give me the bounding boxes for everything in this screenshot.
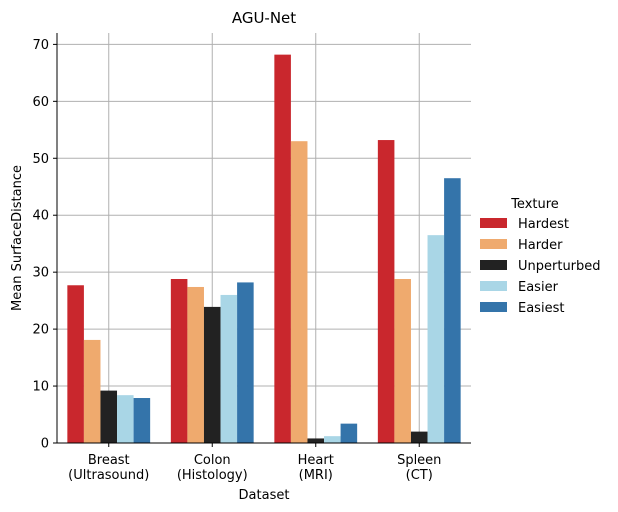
y-tick-label: 0 [41,437,49,452]
bar-unperturbed [410,431,428,443]
legend-swatch-hardest [480,218,507,228]
bar-harder [394,279,411,443]
x-tick-label: Breast [88,453,130,468]
legend-swatch-easiest [480,302,507,312]
bar-unperturbed [100,390,118,443]
y-tick-label: 60 [32,95,49,110]
y-tick-label: 20 [32,323,49,338]
legend-label: Easiest [518,301,564,316]
y-axis-label: Mean SurfaceDistance [10,165,25,311]
bar-easier [117,395,134,443]
x-tick-label: (MRI) [299,468,333,483]
bar-hardest [170,279,188,443]
bar-easiest [237,282,254,443]
bar-easiest [133,398,151,443]
y-tick-label: 40 [32,209,49,224]
bars [67,54,461,444]
bar-easier [324,436,341,443]
bar-hardest [274,54,291,444]
bar-easier [427,235,445,443]
y-tick-label: 70 [32,38,49,53]
x-tick-label: (Histology) [177,468,248,483]
bar-hardest [67,285,84,443]
legend-swatch-harder [480,239,507,249]
bar-hardest [377,140,395,444]
bar-unperturbed [203,306,221,443]
bar-easiest [444,178,461,444]
legend-label: Unperturbed [518,259,601,274]
bar-unperturbed [307,438,325,443]
y-ticks: 0 10 20 30 40 50 60 70 [32,38,57,452]
bar-harder [290,141,308,443]
bar-easiest [340,423,358,443]
bar-easier [220,294,238,443]
x-tick-label: (CT) [406,468,433,483]
chart-title: AGU-Net [232,9,296,27]
x-tick-label: (Ultrasound) [68,468,149,483]
x-axis-label: Dataset [239,488,290,503]
legend-swatch-unperturbed [480,260,507,270]
x-tick-label: Colon [194,453,231,468]
x-tick-label: Heart [298,453,334,468]
x-tick-label: Spleen [397,453,441,468]
y-tick-label: 50 [32,152,49,167]
legend-label: Easier [518,280,559,295]
legend-title: Texture [510,197,559,212]
legend-label: Harder [518,238,563,253]
legend: Texture Hardest Harder Unperturbed Easier Ea… [480,197,601,316]
bar-harder [83,339,101,443]
y-tick-label: 30 [32,266,49,281]
bar-harder [187,286,204,443]
legend-label: Hardest [518,217,569,232]
y-tick-label: 10 [32,380,49,395]
legend-swatch-easier [480,281,507,291]
x-ticks: Breast(Ultrasound)Colon(Histology)Heart(… [68,443,441,483]
